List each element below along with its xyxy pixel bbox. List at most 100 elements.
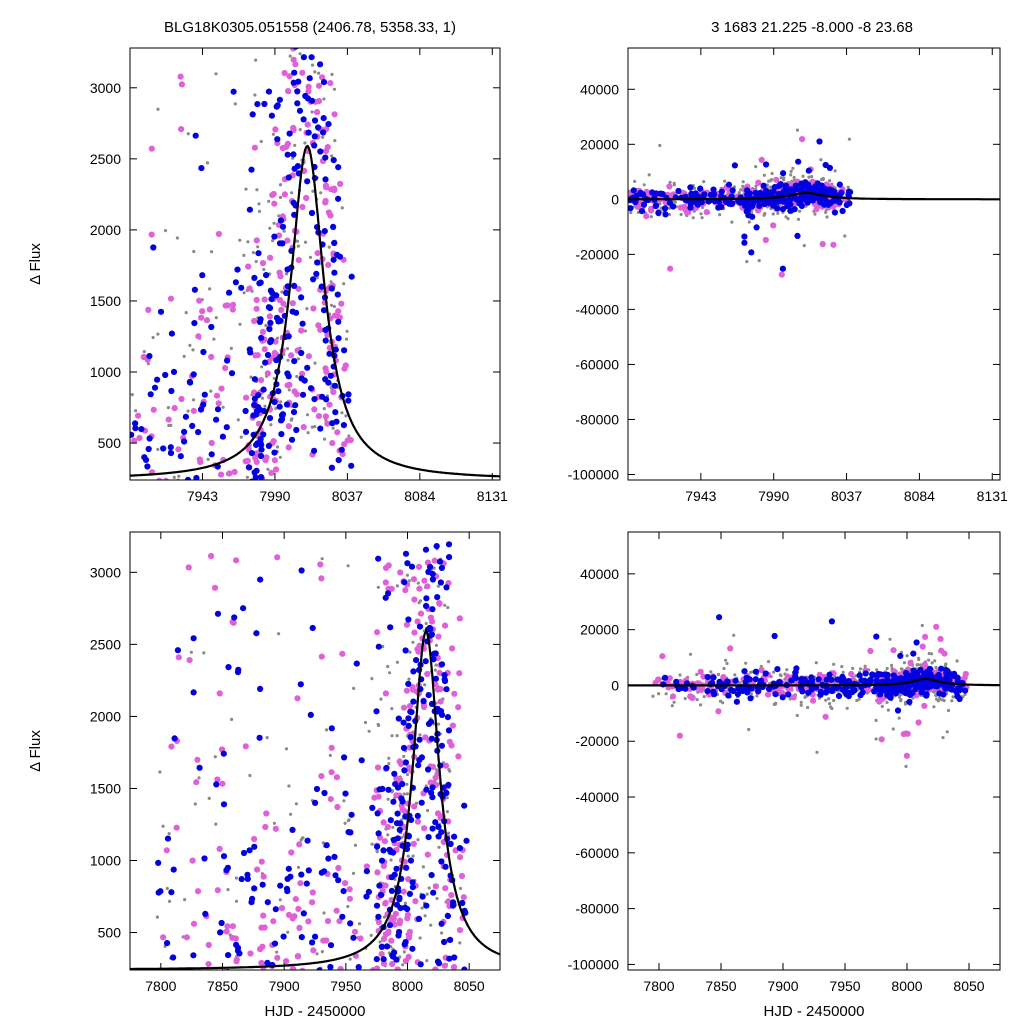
data-point-c: [943, 664, 948, 668]
data-point-b: [666, 183, 673, 190]
data-point-c: [920, 623, 924, 628]
data-point-c: [899, 699, 903, 703]
data-point-a: [435, 833, 442, 840]
data-point-a: [310, 276, 317, 283]
data-point-c: [305, 413, 310, 417]
data-point-c: [262, 267, 266, 272]
data-point-a: [320, 307, 328, 314]
data-point-a: [195, 429, 202, 436]
data-point-a: [177, 453, 184, 460]
data-point-b: [283, 958, 290, 965]
data-point-a: [926, 665, 934, 673]
data-point-a: [710, 688, 717, 695]
data-point-a: [748, 249, 755, 256]
data-point-a: [890, 678, 898, 685]
data-point-c: [880, 704, 884, 709]
data-point-a: [410, 668, 417, 675]
data-point-a: [380, 956, 387, 963]
data-point-a: [223, 424, 230, 431]
data-point-a: [445, 781, 452, 789]
data-point-a: [918, 681, 925, 688]
data-point-b: [260, 873, 267, 880]
data-point-a: [264, 351, 272, 359]
data-point-b: [323, 368, 330, 375]
data-point-a: [835, 692, 843, 700]
data-point-a: [257, 316, 264, 323]
data-point-c: [310, 425, 314, 429]
data-point-c: [855, 698, 859, 703]
data-point-c: [177, 474, 181, 478]
data-point-c: [182, 354, 186, 358]
data-point-a: [318, 283, 325, 290]
data-point-b: [410, 840, 417, 848]
data-point-b: [205, 961, 212, 968]
data-point-a: [304, 364, 311, 371]
data-point-b: [281, 191, 288, 198]
data-point-c: [779, 176, 783, 180]
data-point-a: [418, 799, 425, 806]
data-point-b: [689, 694, 696, 701]
model-curve: [130, 629, 500, 970]
data-point-c: [902, 661, 907, 665]
data-point-a: [238, 284, 245, 291]
data-point-b: [374, 764, 382, 771]
data-point-b: [427, 614, 434, 621]
data-point-c: [874, 718, 878, 723]
data-point-c: [214, 72, 218, 76]
data-point-b: [450, 964, 458, 970]
data-point-a: [262, 359, 269, 366]
data-point-a: [328, 725, 335, 732]
data-point-b: [165, 416, 172, 423]
data-point-c: [798, 209, 802, 213]
data-point-a: [402, 647, 409, 654]
data-point-c: [287, 784, 291, 788]
data-point-c: [386, 797, 390, 801]
data-point-b: [396, 917, 404, 924]
data-point-a: [132, 420, 139, 427]
y-tick-label: -40000: [575, 789, 619, 805]
data-point-b: [198, 314, 205, 321]
data-point-a: [405, 680, 412, 688]
data-point-a: [330, 157, 337, 164]
data-point-b: [303, 194, 310, 202]
data-point-c: [260, 396, 265, 400]
data-point-b: [822, 713, 829, 720]
data-point-a: [313, 785, 321, 793]
data-point-a: [423, 902, 430, 909]
data-point-c: [279, 400, 283, 404]
data-point-c: [950, 699, 954, 703]
data-point-a: [427, 563, 434, 571]
data-point-b: [445, 898, 452, 905]
data-point-a: [246, 464, 253, 471]
data-point-c: [167, 423, 171, 428]
data-point-c: [416, 838, 420, 842]
data-point-a: [279, 223, 287, 230]
data-point-a: [390, 798, 397, 805]
data-point-b: [177, 73, 184, 80]
data-point-a: [318, 972, 324, 978]
data-point-b: [448, 742, 455, 749]
data-point-a: [376, 882, 383, 889]
data-point-a: [741, 233, 748, 240]
data-point-c: [313, 70, 317, 74]
data-point-a: [405, 715, 412, 722]
data-point-c: [210, 250, 214, 254]
data-point-c: [448, 971, 451, 974]
data-point-c: [158, 770, 162, 774]
data-point-a: [323, 396, 330, 403]
data-point-b: [253, 296, 260, 303]
data-point-a: [303, 880, 310, 887]
fit-parameters: 3 1683 21.225 -8.000 -8 23.68: [711, 19, 913, 36]
data-point-c: [286, 930, 290, 934]
data-point-b: [178, 126, 185, 133]
panel-bottom-right: 7800 7850 7900 7950 8000 8050 40000 20000 0 -2000…: [568, 531, 1001, 1020]
data-point-c: [827, 697, 831, 701]
data-point-b: [190, 920, 198, 927]
data-point-a: [446, 554, 453, 561]
data-point-a: [425, 834, 432, 841]
data-point-a: [856, 672, 863, 679]
data-point-a: [164, 940, 171, 947]
data-point-c: [667, 212, 672, 217]
data-point-b: [460, 894, 467, 901]
data-point-a: [441, 676, 448, 683]
